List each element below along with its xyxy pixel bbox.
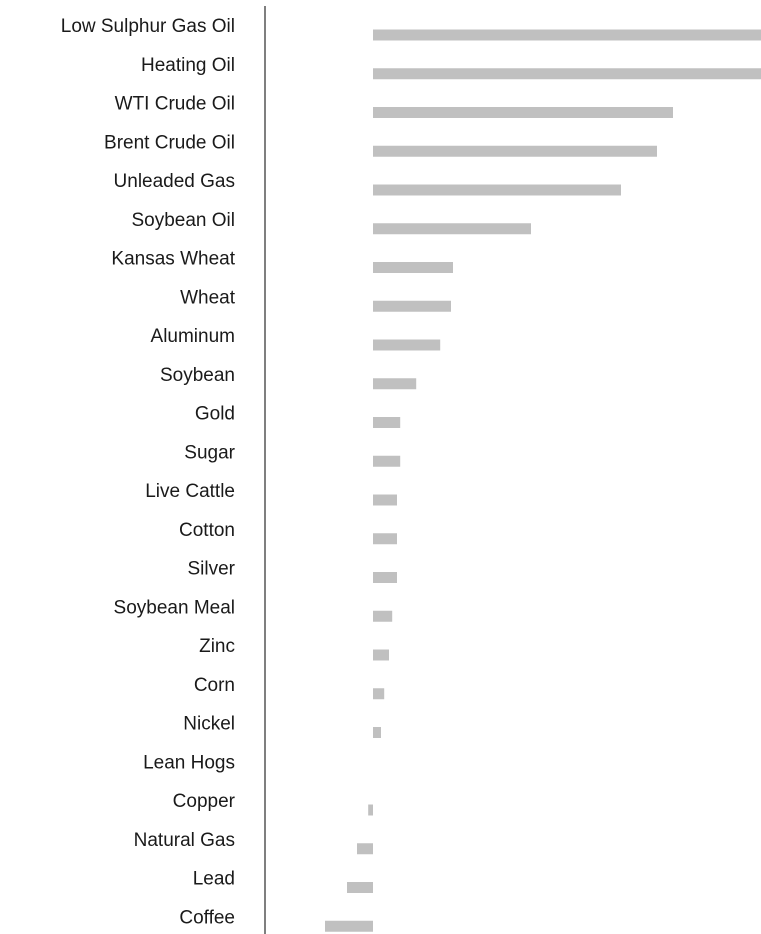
bar (373, 145, 657, 157)
category-label: Coffee (179, 907, 235, 928)
bar (373, 533, 397, 545)
bar (373, 184, 621, 196)
bar (373, 107, 673, 118)
category-label: Gold (195, 404, 235, 425)
bar (373, 223, 531, 235)
category-label: Live Cattle (145, 481, 235, 502)
category-label: Silver (187, 559, 235, 580)
category-label: Kansas Wheat (111, 249, 235, 270)
category-label: Soybean (160, 365, 235, 386)
category-label: Soybean Meal (114, 597, 235, 618)
bar (373, 727, 381, 738)
bar (368, 804, 373, 816)
category-labels: Low Sulphur Gas Oil Heating Oil WTI Crude … (61, 16, 236, 928)
category-label: Copper (173, 791, 236, 812)
category-label: Wheat (180, 287, 236, 308)
bar (373, 378, 417, 390)
bar (373, 262, 453, 273)
bar (325, 920, 373, 932)
category-label: WTI Crude Oil (115, 94, 235, 115)
category-label: Unleaded Gas (114, 171, 235, 192)
category-label: Lean Hogs (143, 752, 235, 773)
category-label: Aluminum (151, 326, 235, 347)
category-label: Heating Oil (141, 55, 235, 76)
bar (357, 843, 373, 855)
bar (373, 494, 397, 506)
bar (373, 300, 451, 312)
bar (347, 882, 373, 893)
category-label: Low Sulphur Gas Oil (61, 16, 235, 37)
bar (373, 29, 761, 41)
bars (325, 29, 761, 932)
category-label: Zinc (199, 636, 235, 657)
category-label: Cotton (179, 520, 235, 541)
category-label: Natural Gas (134, 830, 235, 851)
bar (373, 572, 397, 583)
category-label: Brent Crude Oil (104, 132, 235, 153)
category-label: Nickel (183, 714, 235, 735)
category-label: Soybean Oil (131, 210, 235, 231)
bar (373, 417, 401, 428)
category-label: Corn (194, 675, 235, 696)
category-label: Lead (193, 869, 235, 890)
bar (373, 610, 393, 622)
bar (373, 339, 441, 351)
bar (373, 455, 401, 467)
category-label: Sugar (184, 442, 235, 463)
bar (373, 688, 385, 700)
bar (373, 68, 761, 80)
bar (373, 649, 389, 661)
